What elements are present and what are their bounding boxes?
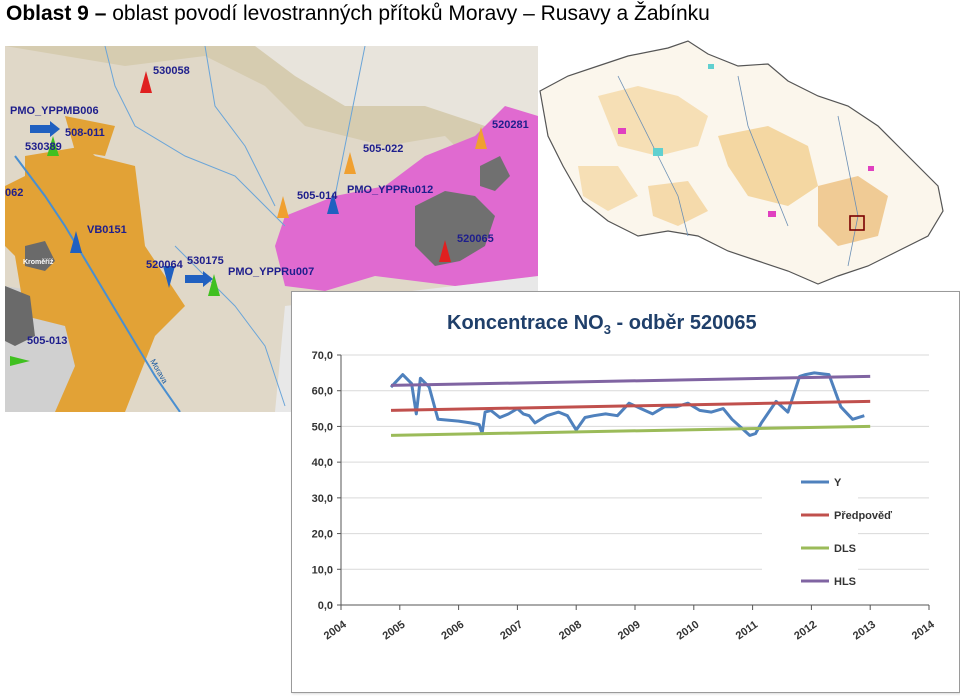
slide-title: Oblast 9 – oblast povodí levostranných p…: [6, 2, 710, 26]
cz-zone-3: [818, 176, 888, 246]
legend-label: Y: [834, 477, 842, 489]
x-axis: 2004 2005 2006 2007 2008 2009 2010 2011 2012 2013…: [322, 604, 938, 643]
legend-label: HLS: [834, 576, 856, 588]
map-label-kromeriz: Kroměříž: [23, 259, 54, 266]
x-tick-label: 2012: [792, 619, 819, 643]
cz-zone-4: [578, 166, 638, 211]
cz-hotspot-1: [618, 128, 626, 134]
y-tick-label: 70,0: [312, 350, 333, 362]
x-tick-label: 2008: [557, 619, 584, 643]
map-label-pmo-ypppru012: PMO_YPPRu012: [347, 184, 433, 196]
orange-zone-west: [5, 146, 185, 412]
stream-3: [334, 46, 366, 197]
map-label-530175: 530175: [187, 255, 224, 267]
chart-title-main: Koncentrace NO: [447, 312, 604, 334]
y-tick-label: 60,0: [312, 386, 333, 398]
map-label-520065: 520065: [457, 233, 494, 245]
marker-green-up-530389: [47, 136, 59, 156]
gray-town-east: [415, 191, 495, 266]
local-map: 530058 PMO_YPPMB006 508-011 530389 505-0…: [5, 46, 538, 412]
y-axis: 0,0 10,0 20,0 30,0 40,0 50,0 60,0 70,0: [312, 350, 342, 612]
marker-green-up-530175: [208, 274, 220, 296]
map-label-505-013: 505-013: [27, 335, 67, 347]
series-line-y: [389, 371, 865, 437]
y-tick-label: 20,0: [312, 529, 333, 541]
cz-hotspot-4: [768, 211, 776, 217]
series-line-dls: [390, 424, 871, 437]
x-tick-label: 2004: [322, 618, 350, 642]
cz-hotspot-3: [708, 64, 714, 69]
legend-label: DLS: [834, 543, 856, 555]
czech-overview-map: [538, 36, 948, 292]
x-tick-label: 2010: [675, 619, 702, 643]
cz-zone-2: [718, 126, 818, 206]
y-tick-label: 10,0: [312, 564, 333, 576]
gray-town-kromeriz: [25, 241, 55, 271]
marker-green-right-505-013: [10, 356, 30, 366]
series-line-předpověď: [390, 399, 871, 412]
marker-red-up-520065: [439, 240, 451, 262]
cz-focus-box: [849, 215, 865, 231]
map-label-pmo-ypppru007: PMO_YPPRu007: [228, 266, 314, 278]
map-label-062: 062: [5, 187, 23, 199]
chart-title: Koncentrace NO3 - odběr 520065: [447, 312, 757, 337]
cz-river-3: [837, 115, 859, 267]
local-map-svg: 530058 PMO_YPPMB006 508-011 530389 505-0…: [5, 46, 538, 412]
x-tick-label: 2011: [734, 619, 760, 643]
chart-panel: Koncentrace NO3 - odběr 520065 0,0 10,0 20…: [291, 291, 960, 693]
map-label-vb0151: VB0151: [87, 224, 127, 236]
map-label-530389: 530389: [25, 141, 62, 153]
x-tick-label: 2006: [439, 619, 466, 643]
gray-town-southwest: [5, 286, 35, 346]
y-tick-label: 50,0: [312, 421, 333, 433]
marker-blue-down-520064: [163, 266, 175, 288]
no3-chart: Koncentrace NO3 - odběr 520065 0,0 10,0 20…: [312, 312, 938, 643]
series-lines: [389, 371, 871, 437]
czech-map-svg: [539, 40, 944, 285]
marker-blue-right-530175: [185, 271, 213, 287]
cz-zone-1: [598, 86, 708, 156]
x-tick-label: 2013: [851, 619, 878, 643]
morava-river: [14, 155, 181, 412]
stream-4: [174, 245, 286, 407]
marker-orange-up-520281: [475, 127, 487, 149]
marker-red-up-530058: [140, 71, 152, 93]
chart-title-sub: 3: [604, 322, 611, 337]
slide-title-rest: oblast povodí levostranných přítoků Mora…: [106, 2, 710, 25]
map-label-508-011: 508-011: [65, 127, 105, 139]
legend-label: Předpověď: [834, 510, 892, 522]
map-label-520064: 520064: [146, 259, 184, 271]
x-tick-label: 2007: [498, 619, 525, 643]
marker-orange-up-505-014: [277, 196, 289, 218]
map-area-northeast: [255, 46, 538, 136]
cz-zone-5: [648, 181, 708, 226]
marker-blue-right-ppmb006: [30, 121, 60, 137]
stream-1: [104, 46, 286, 227]
marker-orange-up-505-022: [344, 152, 356, 174]
cz-hotspot-5: [868, 166, 874, 171]
map-label-530058: 530058: [153, 65, 190, 77]
map-label-pmo-yppmb006: PMO_YPPMB006: [10, 105, 99, 117]
gray-town-northeast: [480, 156, 510, 191]
x-tick-label: 2005: [381, 619, 408, 643]
y-tick-label: 30,0: [312, 493, 333, 505]
map-label-505-014: 505-014: [297, 190, 338, 202]
x-tick-label: 2014: [910, 618, 938, 642]
cz-hotspot-2: [653, 148, 663, 156]
cz-river-2: [737, 75, 789, 227]
orange-zone-north: [65, 116, 115, 156]
slide-title-bold: Oblast 9 –: [6, 2, 107, 25]
series-line-hls: [390, 374, 871, 387]
map-label-520281: 520281: [492, 119, 529, 131]
x-tick-label: 2009: [616, 619, 643, 643]
y-tick-label: 40,0: [312, 457, 333, 469]
legend-background: [762, 468, 858, 593]
marker-blue-up-505-014: [327, 192, 339, 214]
y-tick-label: 0,0: [318, 600, 333, 612]
stream-2: [204, 46, 276, 207]
chart-title-tail: - odběr 520065: [611, 312, 757, 334]
marker-blue-up-vb0151: [70, 231, 82, 253]
map-label-505-022: 505-022: [363, 143, 403, 155]
legend: Y Předpověď DLS HLS: [801, 477, 892, 588]
